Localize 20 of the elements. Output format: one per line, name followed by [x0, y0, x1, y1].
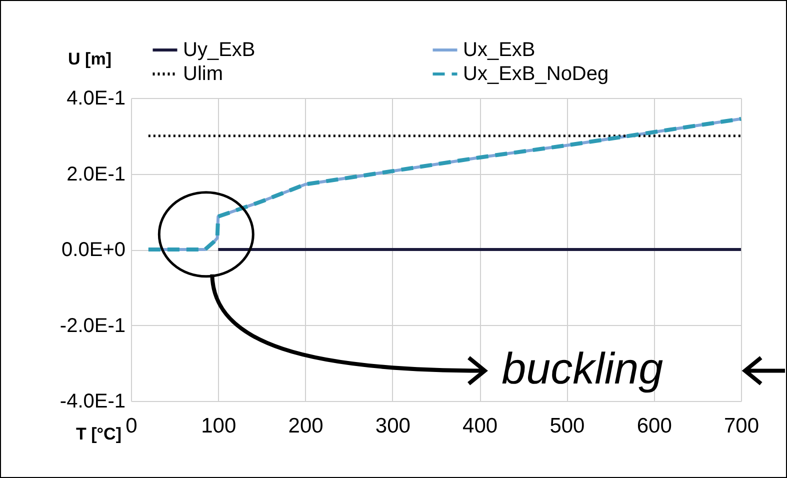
x-axis-title: T [°C] [76, 424, 122, 444]
x-tick-label: 100 [201, 414, 236, 438]
y-tick-label: 4.0E-1 [66, 88, 126, 110]
x-tick-label: 500 [550, 414, 585, 438]
legend-label: Ux_ExB_NoDeg [463, 63, 609, 85]
x-tick-label: 300 [375, 414, 410, 438]
legend-label: Ulim [183, 63, 223, 85]
x-tick-label: 700 [724, 414, 760, 438]
y-tick-label: -2.0E-1 [60, 314, 126, 337]
legend-label: Ux_ExB [463, 39, 536, 61]
y-tick-label: -4.0E-1 [60, 390, 126, 412]
x-tick-label: 200 [288, 414, 324, 438]
annotation: buckling [502, 344, 664, 394]
y-axis-title: U [m] [68, 50, 112, 68]
x-tick-label: 0 [126, 414, 138, 438]
x-tick-label: 400 [462, 414, 498, 438]
x-tick-label: 600 [636, 414, 672, 438]
y-tick-label: 2.0E-1 [66, 163, 126, 186]
legend-label: Uy_ExB [183, 39, 256, 61]
y-tick-label: 0.0E+0 [62, 239, 126, 261]
